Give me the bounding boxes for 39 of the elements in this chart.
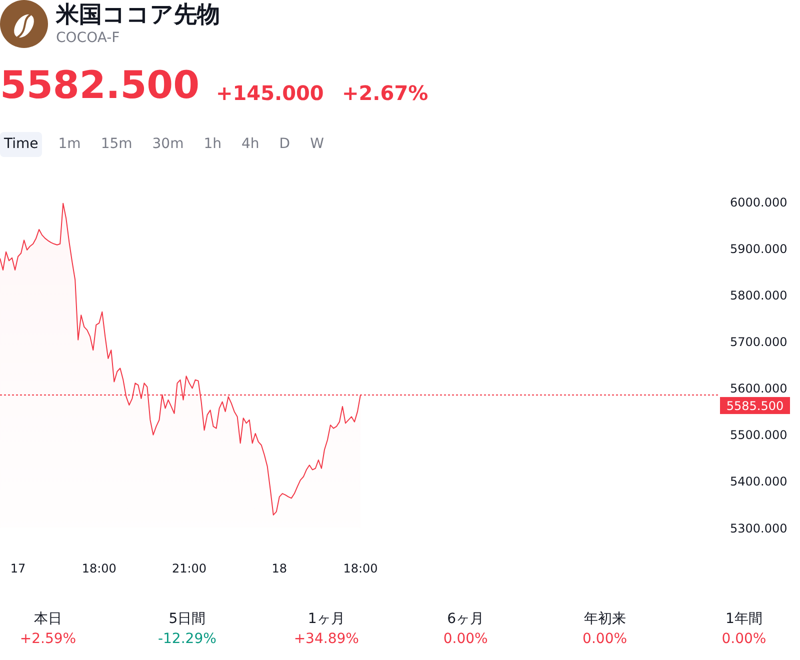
x-tick-label: 21:00	[172, 562, 207, 576]
text: 30m	[151, 135, 185, 154]
text: 1m	[57, 135, 82, 154]
text: 15m	[100, 135, 134, 154]
y-tick-label: 5300.000	[730, 521, 788, 536]
text: 1年間	[726, 611, 762, 627]
text: 本日	[34, 611, 62, 627]
x-tick-label: 18	[272, 562, 288, 576]
y-tick-label: 6000.000	[730, 195, 788, 210]
text: 5582.500	[0, 63, 200, 107]
text: +2.67%	[342, 81, 428, 105]
text: 0.00%	[722, 631, 766, 647]
text: 0.00%	[582, 631, 628, 647]
y-tick-label: 5700.000	[730, 334, 788, 349]
y-tick-label: 5500.000	[730, 428, 788, 442]
text: +2.59%	[20, 631, 76, 647]
x-tick-label: 18:00	[343, 562, 378, 576]
text: 6ヶ月	[447, 611, 484, 627]
y-tick-label: 5900.000	[730, 242, 788, 256]
text: 1ヶ月	[308, 611, 345, 627]
text: -12.29%	[158, 631, 216, 647]
text: +145.000	[216, 81, 324, 105]
y-tick-label: 5800.000	[730, 288, 788, 302]
text: W	[309, 135, 325, 154]
text: D	[278, 135, 292, 154]
ref-line-label: 5585.500	[726, 399, 784, 414]
text: 5日間	[168, 611, 206, 627]
text: 年初来	[584, 611, 626, 627]
text: +34.89%	[294, 631, 359, 647]
text: 0.00%	[443, 631, 488, 647]
text: 4h	[240, 135, 260, 154]
chart-title: 米国ココア先物	[56, 2, 220, 28]
x-tick-label: 17	[10, 562, 26, 576]
chart-subtitle: COCOA-F	[56, 30, 120, 46]
y-tick-label: 5400.000	[730, 474, 788, 489]
x-tick-label: 18:00	[82, 562, 116, 576]
y-tick-label: 5600.000	[730, 382, 788, 396]
text: 1h	[202, 135, 222, 154]
text: Time	[0, 132, 42, 158]
